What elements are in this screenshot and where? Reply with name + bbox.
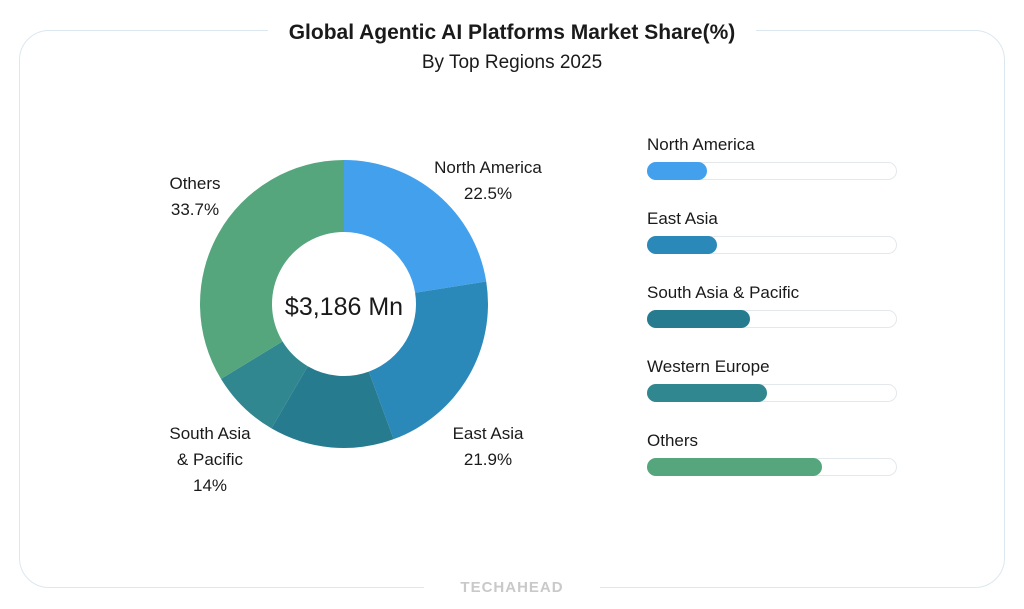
bar-label: North America bbox=[647, 135, 755, 154]
bar-track bbox=[647, 458, 897, 476]
slice-label-value: 33.7% bbox=[170, 200, 220, 219]
bar-track bbox=[647, 310, 897, 328]
bar-item-east-asia: East Asia bbox=[647, 207, 899, 281]
donut-slice-south-asia-pacific bbox=[271, 366, 394, 448]
bar-label: South Asia & Pacific bbox=[647, 283, 800, 302]
slice-label-name-line2: & Pacific bbox=[176, 450, 244, 469]
slice-label-north-america: North America 22.5% bbox=[418, 155, 558, 207]
bar-track bbox=[647, 162, 897, 180]
bar-label: Western Europe bbox=[647, 357, 770, 376]
donut-slice-others bbox=[200, 160, 344, 379]
chart-subtitle: By Top Regions 2025 bbox=[421, 52, 603, 73]
slice-label-value: 22.5% bbox=[463, 184, 513, 203]
bar-track bbox=[647, 384, 897, 402]
donut-center-value: $3,186 Mn bbox=[284, 293, 404, 321]
bar-fill bbox=[647, 310, 750, 328]
bar-label: East Asia bbox=[647, 209, 718, 228]
bar-item-north-america: North America bbox=[647, 133, 899, 207]
bar-item-western-europe: Western Europe bbox=[647, 355, 899, 429]
bar-fill bbox=[647, 236, 717, 254]
donut-slice-east-asia bbox=[368, 281, 488, 440]
title-block: Global Agentic AI Platforms Market Share… bbox=[268, 14, 756, 80]
bar-list: North America East Asia South Asia & Pac… bbox=[647, 133, 899, 503]
slice-label-name: North America bbox=[434, 158, 542, 177]
donut-slice-western-europe bbox=[220, 341, 308, 429]
bar-item-south-asia-pacific: South Asia & Pacific bbox=[647, 281, 899, 355]
slice-label-name: East Asia bbox=[452, 424, 524, 443]
slice-label-name: Others bbox=[169, 174, 221, 193]
bar-fill bbox=[647, 162, 707, 180]
bar-track bbox=[647, 236, 897, 254]
donut-slice-north-america bbox=[344, 160, 487, 293]
slice-label-value: 14% bbox=[192, 476, 228, 495]
chart-title: Global Agentic AI Platforms Market Share… bbox=[288, 21, 736, 44]
bar-fill bbox=[647, 458, 822, 476]
bar-label: Others bbox=[647, 431, 699, 450]
slice-label-east-asia: East Asia 21.9% bbox=[432, 421, 544, 473]
slice-label-name-line1: South Asia bbox=[169, 424, 251, 443]
watermark-logo: TECHAHEAD bbox=[424, 577, 600, 599]
bar-item-others: Others bbox=[647, 429, 899, 503]
slice-label-value: 21.9% bbox=[463, 450, 513, 469]
slice-label-south-asia-pacific: South Asia & Pacific 14% bbox=[150, 421, 270, 499]
bar-fill bbox=[647, 384, 767, 402]
slice-label-others: Others 33.7% bbox=[150, 171, 240, 223]
